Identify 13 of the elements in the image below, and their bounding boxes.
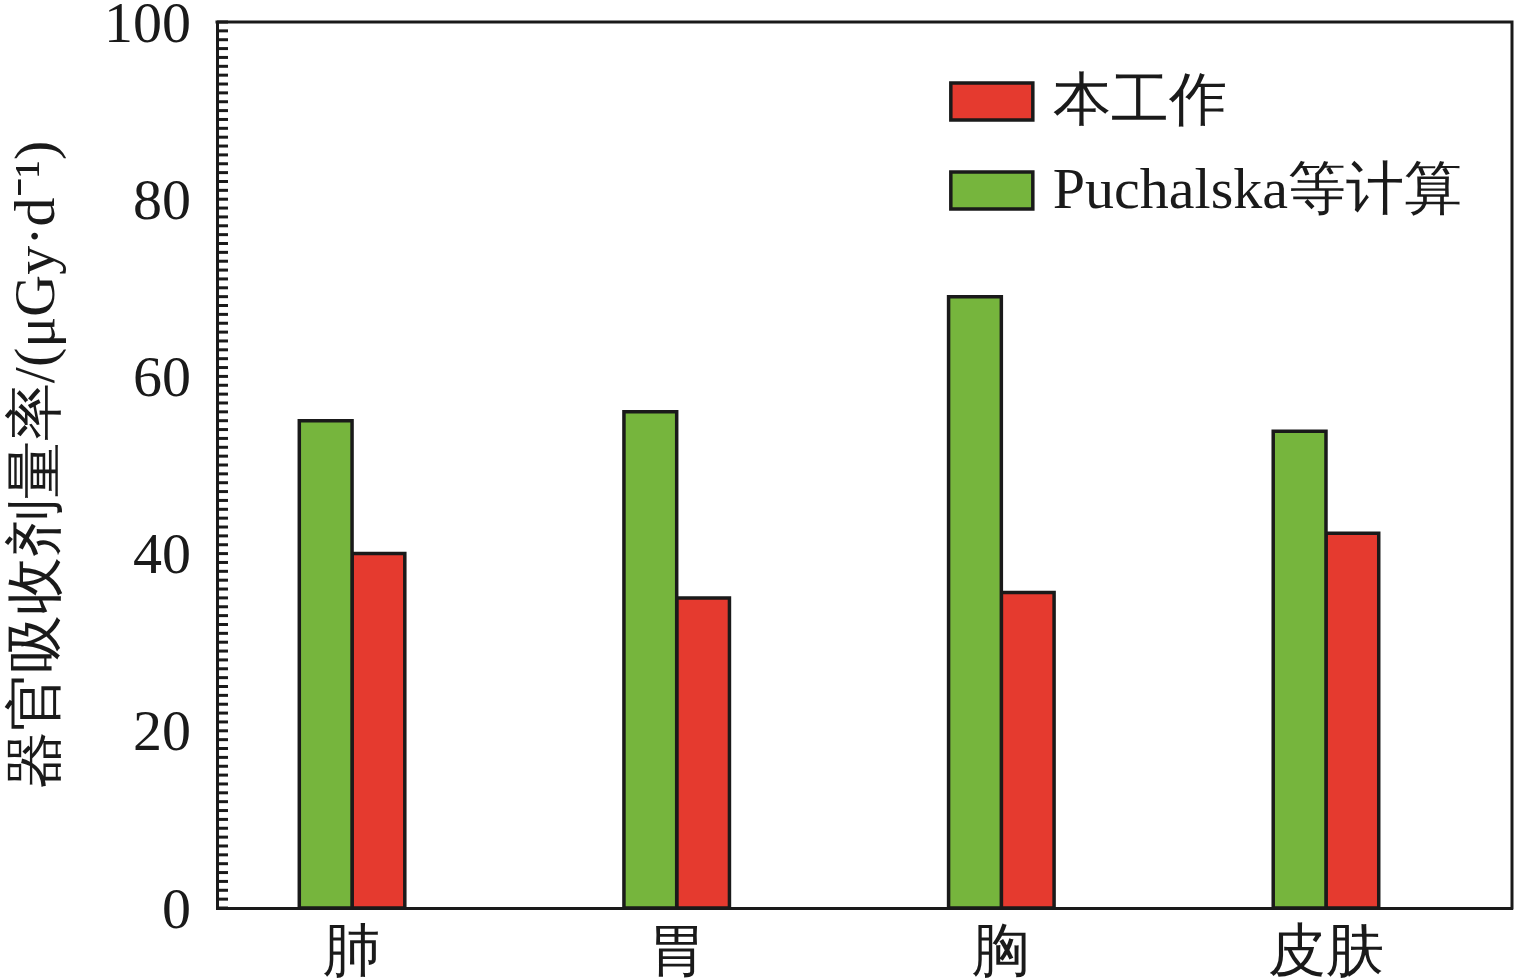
x-tick-label: 肺 [323, 918, 382, 980]
x-tick-label: 皮肤 [1267, 918, 1384, 980]
y-tick-label: 100 [104, 0, 191, 55]
y-tick-label: 0 [162, 875, 191, 941]
x-tick-label: 胸 [972, 918, 1031, 980]
y-axis-title: 器官吸收剂量率/(μGy·d⁻¹) [2, 140, 68, 790]
legend-label: 本工作 [1052, 66, 1227, 132]
y-tick-label: 80 [133, 166, 191, 232]
legend-label: Puchalska等计算 [1052, 155, 1462, 221]
y-tick-label: 60 [133, 344, 191, 409]
y-tick-label: 40 [133, 521, 191, 587]
y-tick-label: 20 [133, 698, 191, 764]
x-tick-label: 胃 [647, 918, 706, 980]
